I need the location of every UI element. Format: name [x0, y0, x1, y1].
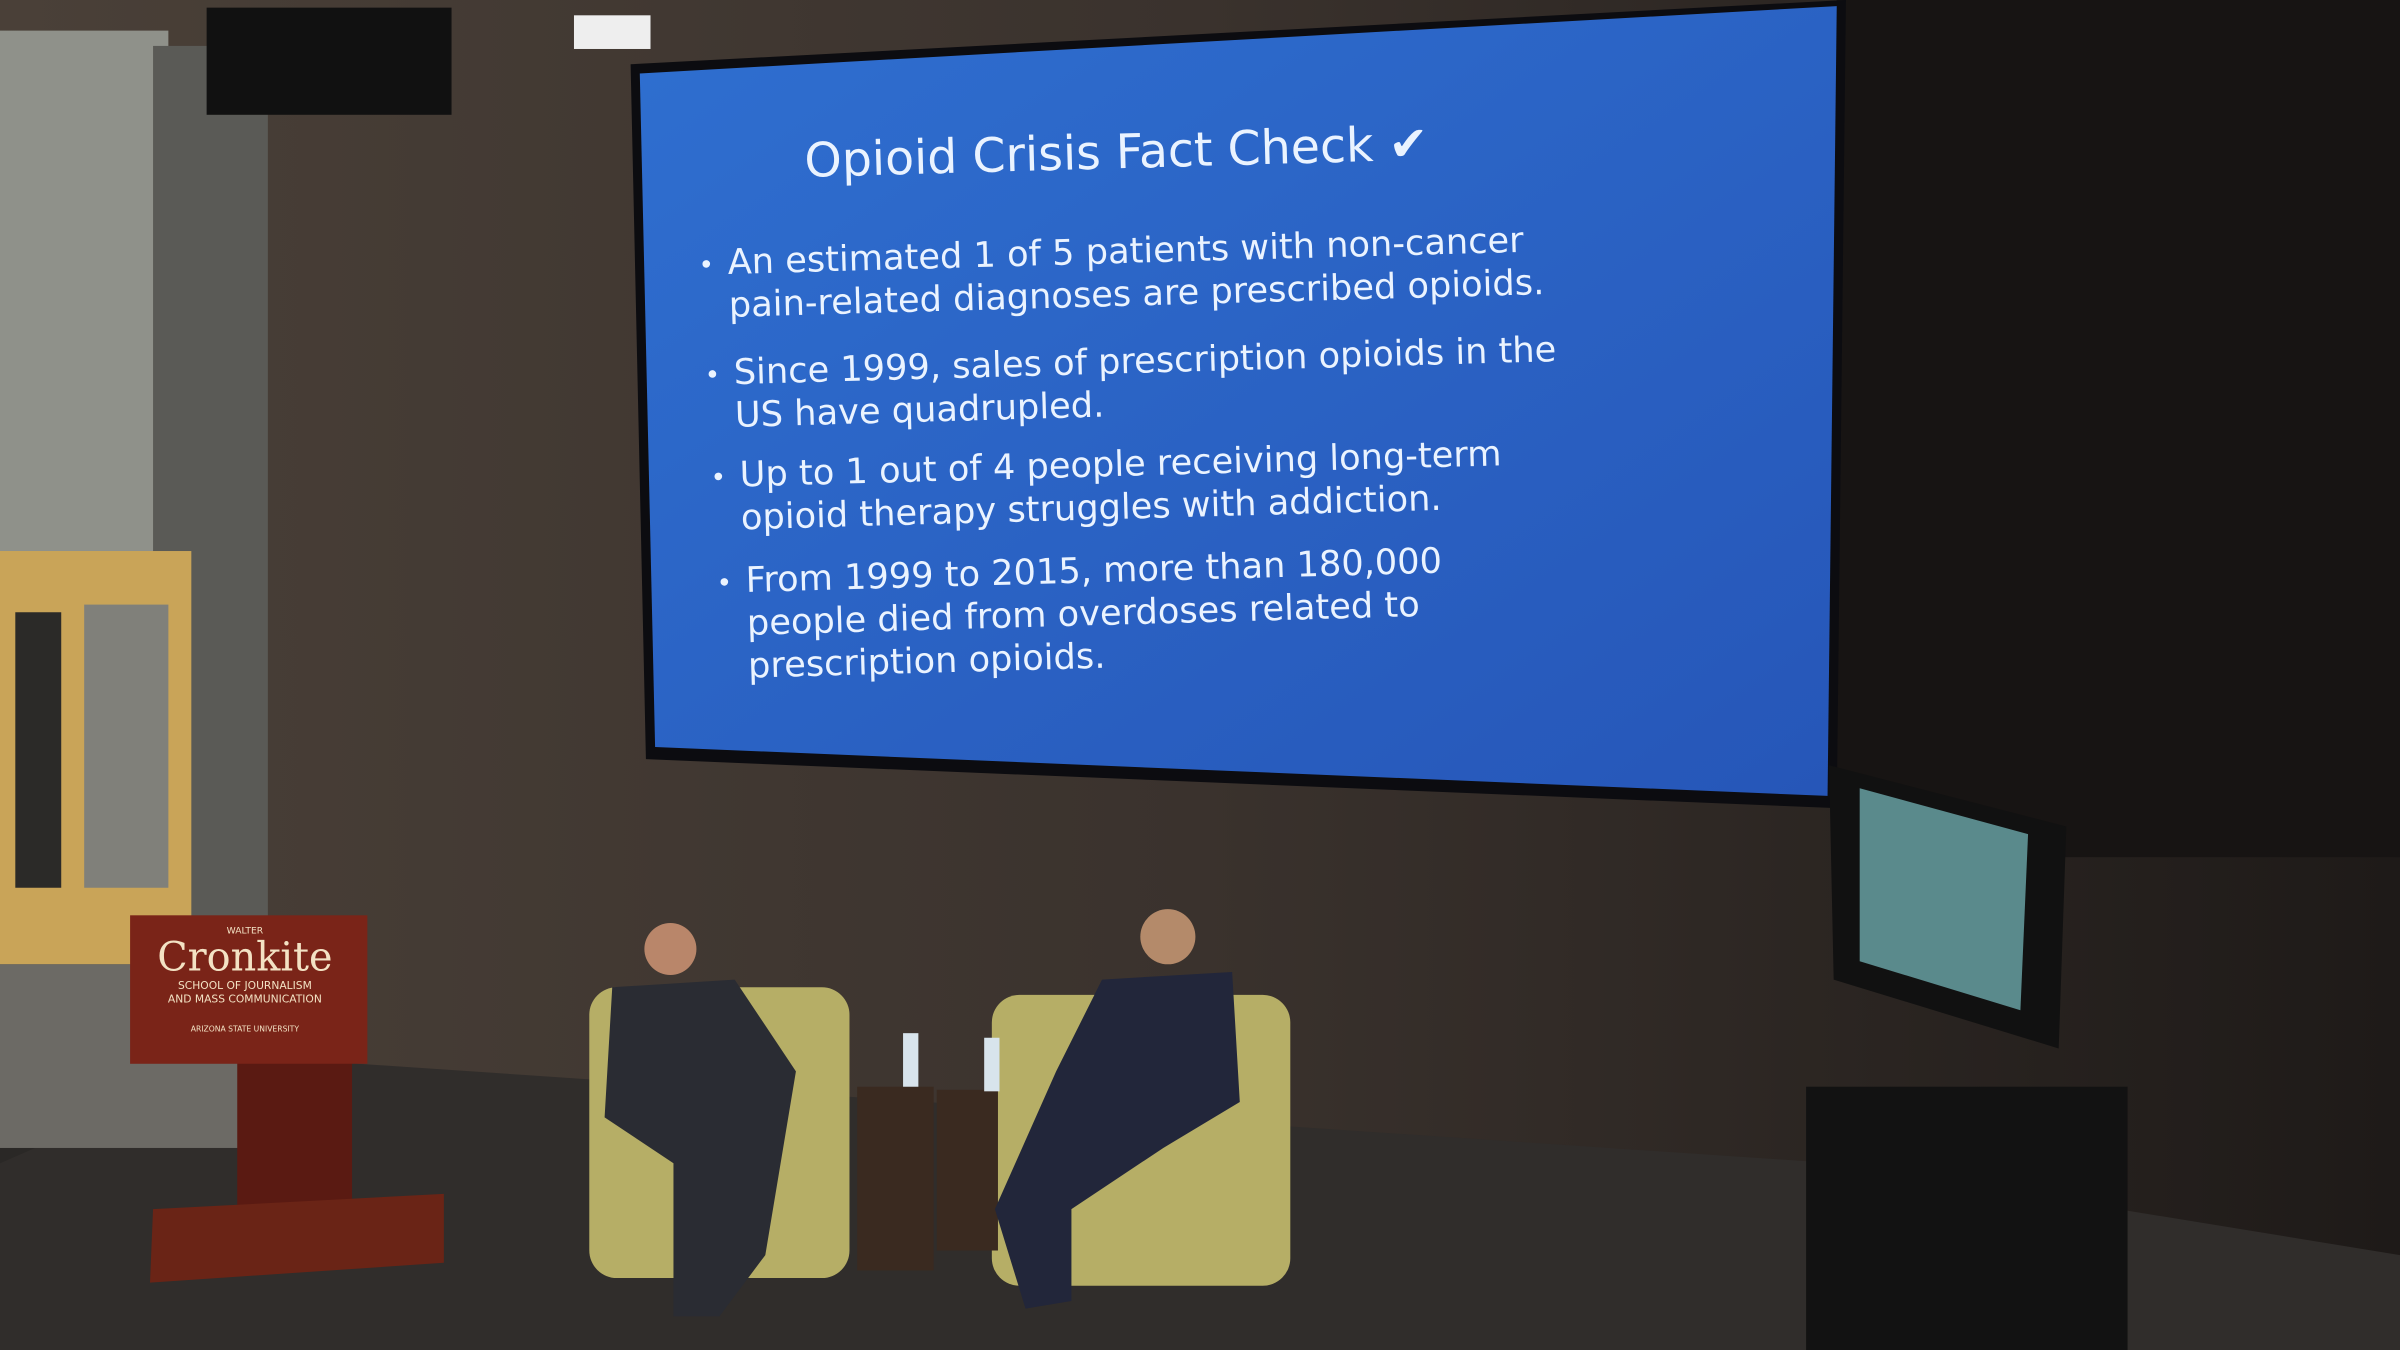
- bullet-line: US have quadrupled.: [734, 385, 1104, 436]
- podium-text: AND MASS COMMUNICATION: [168, 993, 322, 1006]
- bullet-dot: [714, 472, 723, 481]
- podium-text: SCHOOL OF JOURNALISM: [178, 979, 312, 992]
- person-body: [994, 971, 1240, 1309]
- podium-base: [150, 1193, 444, 1283]
- bullet-line: prescription opioids.: [748, 636, 1106, 687]
- podium-text: WALTER: [227, 926, 264, 937]
- person-body: [604, 979, 796, 1317]
- side-wall: [0, 30, 169, 582]
- light: [573, 15, 651, 49]
- person-head: [1140, 909, 1196, 965]
- tv-screen: [1859, 788, 2029, 1011]
- side-table: [936, 1089, 998, 1251]
- screen: [639, 6, 1837, 796]
- podium-text: Cronkite: [157, 934, 332, 980]
- bullet-dot: [702, 260, 711, 268]
- bullet-dot: [708, 370, 717, 378]
- podium: [130, 915, 368, 1064]
- person-head: [644, 922, 697, 975]
- door-window: [15, 612, 62, 888]
- side-table: [857, 1086, 934, 1271]
- bottle: [903, 1033, 919, 1087]
- podium-sign: WALTER Cronkite SCHOOL OF JOURNALISM AND…: [157, 926, 332, 1034]
- podium-text: ARIZONA STATE UNIVERSITY: [191, 1025, 300, 1034]
- speaker: [206, 7, 452, 115]
- bottle: [984, 1037, 1000, 1092]
- bullet-dot: [720, 578, 729, 586]
- door-window: [84, 604, 169, 888]
- tv-cart: [1806, 1086, 2128, 1350]
- dark-wall: [1836, 0, 2400, 858]
